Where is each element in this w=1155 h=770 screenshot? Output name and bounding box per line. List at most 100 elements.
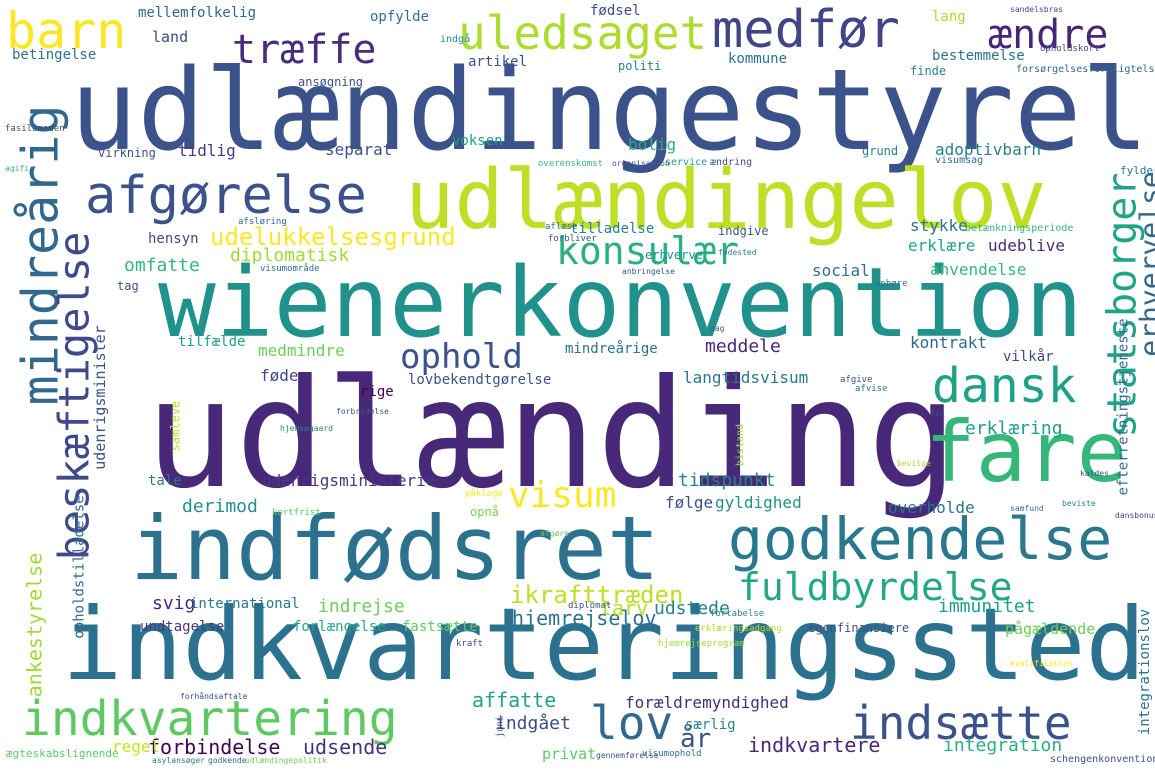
cloud-word: ikrafttræden <box>510 581 684 609</box>
cloud-word: fuldbyrdelse <box>738 565 1013 609</box>
cloud-word: konsulær <box>556 229 740 273</box>
cloud-word: udlændingepolitik <box>245 756 327 765</box>
cloud-word: asylansøger <box>152 756 205 765</box>
cloud-word: fylde <box>1120 164 1154 177</box>
cloud-word: artikel <box>468 54 528 70</box>
cloud-word: gyldighed <box>715 493 802 512</box>
cloud-word: år <box>680 724 712 754</box>
cloud-word: overholde <box>888 498 975 517</box>
cloud-word: følge <box>665 493 714 512</box>
cloud-word: tale <box>148 473 182 489</box>
cloud-word: fasilemeden <box>5 124 65 134</box>
cloud-word: efterretningstjeneste <box>1115 318 1132 496</box>
cloud-word: hjemrejseprogram <box>658 639 745 649</box>
cloud-word: påklage <box>465 489 503 499</box>
cloud-word: tilladelse <box>570 221 655 237</box>
cloud-word: afvise <box>855 384 888 394</box>
cloud-word: indkvarteringssted <box>62 586 1146 703</box>
cloud-word: lang <box>932 9 966 25</box>
cloud-word: afgørelse <box>85 166 367 226</box>
cloud-word: diplomatisk <box>230 245 350 266</box>
cloud-word: fare <box>925 403 1128 501</box>
cloud-word: træffe <box>232 27 377 73</box>
cloud-word: udelukkelsesgrund <box>210 223 456 251</box>
cloud-word: opholdstilladelse <box>71 495 88 639</box>
cloud-word: udeblive <box>988 236 1066 255</box>
cloud-word: udlændingelov <box>405 153 1047 248</box>
cloud-word: afgive <box>840 375 873 385</box>
cloud-word: integration <box>943 735 1063 756</box>
cloud-word: forhåndsaftale <box>180 692 248 701</box>
cloud-word: godkende <box>208 756 247 765</box>
cloud-word: gennemførelse <box>596 751 659 760</box>
cloud-word: politi <box>618 59 662 73</box>
cloud-word: immunitet <box>938 596 1036 617</box>
cloud-word: erklæringsadgang <box>695 624 782 634</box>
cloud-word: visumområde <box>260 264 320 274</box>
cloud-word: anvendelse <box>930 260 1027 279</box>
cloud-word: fvu <box>930 409 945 418</box>
cloud-word: voksen <box>452 133 503 149</box>
cloud-word: international <box>190 596 300 612</box>
cloud-word: fortabelse <box>710 609 765 619</box>
cloud-word: fastsætte <box>402 619 478 635</box>
cloud-word: tidlig <box>178 141 236 160</box>
cloud-word: ankestyrelse <box>22 552 47 698</box>
cloud-word: udenrigsministerie <box>262 471 436 490</box>
cloud-word: indgive <box>718 224 769 238</box>
cloud-word: svig <box>152 593 196 614</box>
cloud-word: udsende <box>303 735 388 759</box>
cloud-word: afgøre <box>540 529 569 538</box>
cloud-word: barn <box>6 2 127 60</box>
cloud-word: kortfrist <box>272 508 321 518</box>
cloud-word: udstede <box>654 598 730 619</box>
cloud-word: kvalifikation <box>1010 659 1073 668</box>
cloud-word: indgå <box>440 34 471 45</box>
cloud-word: visumophold <box>642 749 702 759</box>
cloud-word: uledsaget <box>458 6 708 60</box>
cloud-word: hensyn <box>148 231 199 247</box>
cloud-word: kommune <box>728 51 788 67</box>
cloud-word: service <box>665 157 708 168</box>
cloud-word: privat <box>542 745 597 763</box>
cloud-word: afsløring <box>238 217 287 227</box>
cloud-word: agifi <box>5 164 30 173</box>
cloud-word: virkning <box>98 146 156 160</box>
cloud-word: visumsag <box>935 155 984 166</box>
cloud-word: erhverve <box>645 248 703 262</box>
cloud-word: sag <box>710 324 725 333</box>
cloud-word: organisation <box>612 159 670 168</box>
cloud-word: tarv <box>600 596 649 620</box>
cloud-word: godkendelse <box>728 505 1113 573</box>
cloud-word: beviste <box>1062 499 1096 508</box>
cloud-word: dansbonus <box>1115 511 1155 520</box>
cloud-word: separat <box>325 140 393 159</box>
cloud-word: regel <box>112 737 161 756</box>
cloud-word: vilkår <box>1003 349 1054 365</box>
cloud-word: forlængelse <box>293 619 386 635</box>
cloud-word: medmindre <box>258 341 345 360</box>
cloud-word: kaldes <box>1080 469 1109 478</box>
cloud-word: aflæse <box>545 222 578 232</box>
cloud-word: ophøre <box>875 279 908 289</box>
cloud-word: meddele <box>705 336 781 357</box>
cloud-word: opfylde <box>370 9 430 25</box>
cloud-word: bevilge <box>897 459 931 468</box>
cloud-word: lovbekendtgørelse <box>408 372 552 388</box>
cloud-word: indkvartering <box>22 691 398 747</box>
cloud-word: mellemfolkelig <box>138 5 257 21</box>
cloud-word: mindreårige <box>565 341 658 357</box>
cloud-word: samleve <box>168 400 183 452</box>
cloud-word: udenrigsminister <box>90 325 109 470</box>
cloud-word: juni <box>495 715 506 738</box>
cloud-word: visum <box>508 475 617 516</box>
cloud-word: indkvartere <box>748 733 881 757</box>
cloud-word: indfødsret <box>130 497 660 600</box>
cloud-word: erhvervelse <box>1133 171 1155 357</box>
cloud-word: rige <box>360 384 394 400</box>
cloud-word: hjemsøgaard <box>280 424 333 433</box>
cloud-word: medfør <box>712 0 900 60</box>
cloud-word: anbringelse <box>622 267 675 276</box>
cloud-word: udlænding <box>145 348 958 522</box>
